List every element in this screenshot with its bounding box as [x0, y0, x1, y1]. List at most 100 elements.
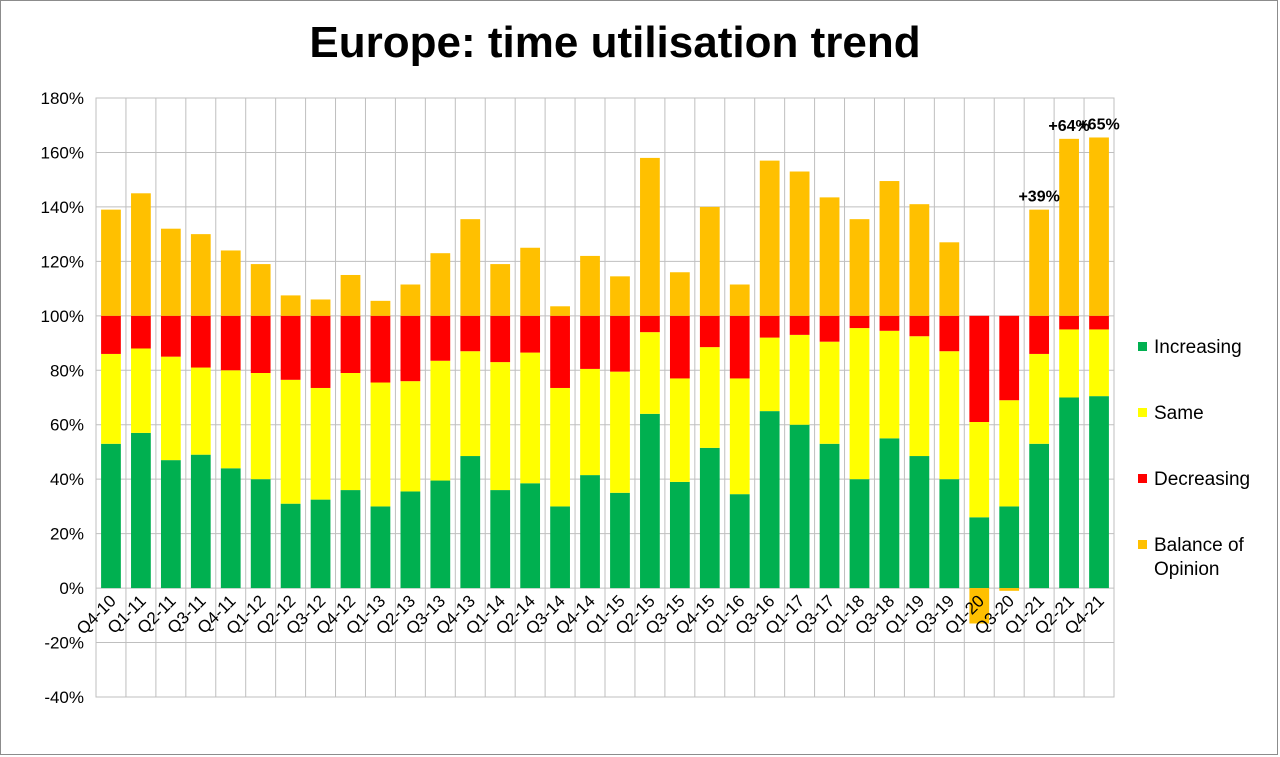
bar-increasing: [220, 468, 241, 589]
bar-decreasing: [430, 315, 451, 361]
bar-decreasing: [909, 315, 930, 337]
legend-label-same: Same: [1154, 403, 1204, 424]
bar-layer: [101, 137, 1109, 624]
y-tick-label: -20%: [44, 634, 84, 653]
bar-same: [939, 351, 960, 480]
bar-increasing: [370, 506, 391, 589]
bar-decreasing: [640, 315, 660, 333]
bar-increasing: [131, 432, 151, 589]
bar-same: [430, 360, 451, 481]
bar-increasing: [909, 456, 930, 589]
data-annotation: +65%: [1078, 116, 1119, 133]
bar-same: [610, 371, 630, 493]
y-tick-label: 120%: [41, 252, 84, 271]
bar-same: [789, 334, 810, 425]
bar-increasing: [280, 503, 301, 589]
bar-decreasing: [520, 315, 541, 353]
bar-same: [1029, 353, 1050, 444]
bar-balance-of-opinion: [909, 204, 930, 316]
bar-balance-of-opinion: [610, 276, 630, 316]
bar-increasing: [310, 499, 331, 589]
bar-increasing: [580, 475, 600, 589]
y-tick-label: -40%: [44, 688, 84, 707]
bar-decreasing: [250, 315, 271, 373]
bar-balance-of-opinion: [220, 250, 241, 316]
bar-same: [640, 332, 660, 414]
bar-decreasing: [310, 315, 331, 388]
bar-decreasing: [550, 315, 570, 388]
y-tick-label: 180%: [41, 89, 84, 108]
bar-same: [280, 379, 301, 504]
bar-same: [370, 382, 391, 507]
bar-increasing: [879, 438, 900, 589]
bar-balance-of-opinion: [490, 264, 511, 316]
bar-same: [729, 378, 750, 495]
bar-increasing: [759, 411, 780, 589]
bar-balance-of-opinion: [190, 234, 211, 316]
bar-decreasing: [939, 315, 960, 352]
bar-decreasing: [131, 315, 151, 349]
bar-same: [969, 422, 990, 518]
bar-balance-of-opinion: [101, 209, 121, 316]
bar-balance-of-opinion: [789, 171, 810, 316]
bar-same: [101, 353, 121, 444]
bar-increasing: [1029, 443, 1050, 589]
bar-balance-of-opinion: [640, 157, 660, 316]
bar-same: [999, 400, 1020, 507]
bar-increasing: [190, 454, 211, 589]
legend-swatch-same: [1138, 408, 1147, 417]
bar-same: [490, 362, 511, 491]
bar-same: [310, 387, 331, 500]
bar-decreasing: [490, 315, 511, 363]
bar-increasing: [490, 490, 511, 589]
y-tick-label: 160%: [41, 143, 84, 162]
bar-decreasing: [190, 315, 211, 368]
legend-swatch-increasing: [1138, 342, 1147, 351]
bar-balance-of-opinion: [370, 300, 391, 316]
bar-increasing: [640, 413, 660, 589]
bar-increasing: [699, 447, 720, 589]
y-tick-label: 140%: [41, 198, 84, 217]
legend-swatch-balance-of-opinion: [1138, 540, 1147, 549]
bar-decreasing: [879, 315, 900, 331]
bar-balance-of-opinion: [939, 242, 960, 316]
bar-balance-of-opinion: [280, 295, 301, 316]
bar-same: [160, 356, 181, 461]
bar-same: [520, 352, 541, 484]
bar-decreasing: [340, 315, 361, 373]
data-annotation: +64%: [1048, 118, 1089, 135]
bar-increasing: [430, 480, 451, 589]
chart-title: Europe: time utilisation trend: [309, 18, 921, 67]
bar-balance-of-opinion: [160, 228, 181, 316]
bar-same: [131, 348, 151, 433]
bar-decreasing: [999, 315, 1020, 401]
bar-decreasing: [280, 315, 301, 380]
bar-decreasing: [610, 315, 630, 372]
bar-increasing: [789, 424, 810, 589]
bar-same: [550, 387, 570, 507]
legend-label-balance-of-opinion: Balance of Opinion: [1154, 535, 1244, 580]
y-tick-label: 100%: [41, 307, 84, 326]
bar-increasing: [999, 506, 1020, 589]
bar-balance-of-opinion: [430, 253, 451, 316]
bar-same: [669, 378, 690, 482]
bar-same: [580, 368, 600, 476]
bar-balance-of-opinion: [969, 588, 990, 624]
bar-balance-of-opinion: [759, 160, 780, 316]
bar-balance-of-opinion: [460, 219, 481, 316]
bar-balance-of-opinion: [580, 255, 600, 316]
bar-same: [340, 372, 361, 491]
y-tick-label: 20%: [50, 525, 84, 544]
bar-increasing: [1089, 396, 1109, 589]
bar-balance-of-opinion: [879, 181, 900, 316]
bar-same: [250, 372, 271, 480]
bar-increasing: [1059, 397, 1079, 589]
bar-decreasing: [1089, 315, 1109, 330]
y-tick-label: 60%: [50, 416, 84, 435]
bar-balance-of-opinion: [669, 272, 690, 316]
bar-increasing: [520, 483, 541, 589]
bar-balance-of-opinion: [400, 284, 421, 316]
bar-same: [879, 330, 900, 439]
